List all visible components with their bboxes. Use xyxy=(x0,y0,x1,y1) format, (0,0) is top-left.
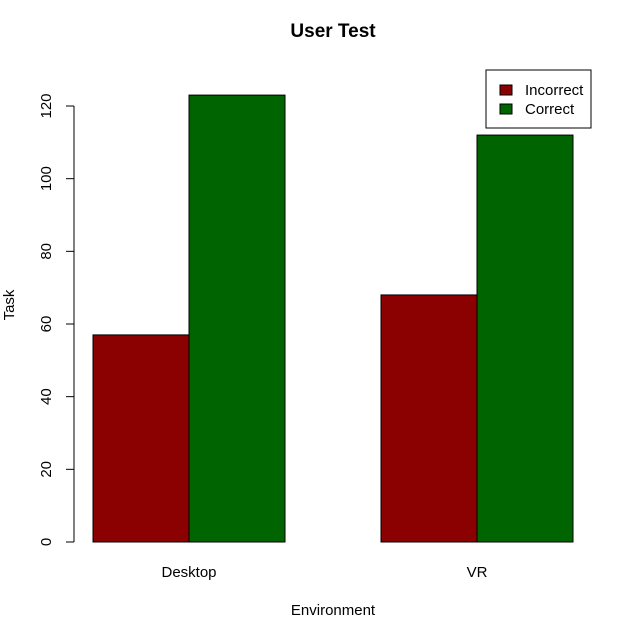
bars-group xyxy=(92,94,574,543)
bar-correct-vr xyxy=(476,134,574,543)
y-tick-label: 0 xyxy=(38,538,55,546)
y-tick-label: 80 xyxy=(38,243,55,260)
y-axis: 0 20 40 60 80 100 120 xyxy=(38,93,75,546)
y-tick-label: 60 xyxy=(38,316,55,333)
y-axis-label: Task xyxy=(1,289,18,320)
x-tick-labels: Desktop VR xyxy=(161,564,487,581)
bar-incorrect-desktop xyxy=(92,334,190,543)
x-tick-label: Desktop xyxy=(161,564,216,581)
legend-label-correct: Correct xyxy=(525,101,575,118)
y-tick-label: 120 xyxy=(38,93,55,118)
chart-title: User Test xyxy=(290,21,376,42)
legend-box xyxy=(485,69,592,129)
y-tick-label: 100 xyxy=(38,166,55,191)
legend-swatch-incorrect xyxy=(499,84,513,96)
bar-incorrect-vr xyxy=(380,294,478,543)
legend: Incorrect Correct xyxy=(485,69,592,129)
legend-label-incorrect: Incorrect xyxy=(525,82,584,99)
x-axis-label: Environment xyxy=(291,602,376,619)
bar-correct-desktop xyxy=(188,94,286,543)
y-tick-label: 40 xyxy=(38,388,55,405)
y-tick-label: 20 xyxy=(38,461,55,478)
legend-swatch-correct xyxy=(499,103,513,115)
x-tick-label: VR xyxy=(467,564,488,581)
